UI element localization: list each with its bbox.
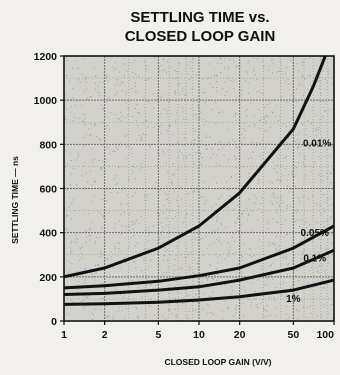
y-tick-label: 200 (39, 272, 57, 284)
x-tick-label: 5 (155, 329, 161, 341)
x-axis-label: CLOSED LOOP GAIN (V/V) (164, 357, 271, 367)
x-tick-label: 2 (102, 329, 108, 341)
y-axis-label: SETTLING TIME — ns (10, 156, 20, 244)
y-tick-label: 1000 (34, 95, 58, 107)
plot-area: 0.01% 0.05% 0.1% 1% 0 200 400 600 800 1000 1200 1 2 5… (34, 51, 335, 341)
chart-title-line2: CLOSED LOOP GAIN (125, 28, 276, 45)
series-line (64, 56, 327, 279)
x-tick-label: 20 (234, 329, 246, 341)
curve-label: 0.05% (301, 228, 329, 239)
series-line (64, 248, 334, 296)
chart-title-line1: SETTLING TIME vs. (130, 9, 269, 26)
curve-label: 0.1% (303, 253, 326, 264)
y-tick-label: 1200 (34, 51, 58, 63)
x-tick-label: 10 (193, 329, 205, 341)
y-tick-label: 600 (39, 184, 57, 196)
x-tick-label: 1 (61, 329, 67, 341)
x-tick-label: 50 (288, 329, 300, 341)
y-tick-label: 400 (39, 228, 57, 240)
x-tick-label: 100 (316, 329, 334, 341)
y-tick-label: 0 (51, 316, 57, 328)
series-line (64, 278, 334, 306)
curve-label: 0.01% (303, 139, 331, 150)
curve-label: 1% (286, 294, 301, 305)
y-tick-label: 800 (39, 139, 57, 151)
series-line (64, 224, 334, 290)
